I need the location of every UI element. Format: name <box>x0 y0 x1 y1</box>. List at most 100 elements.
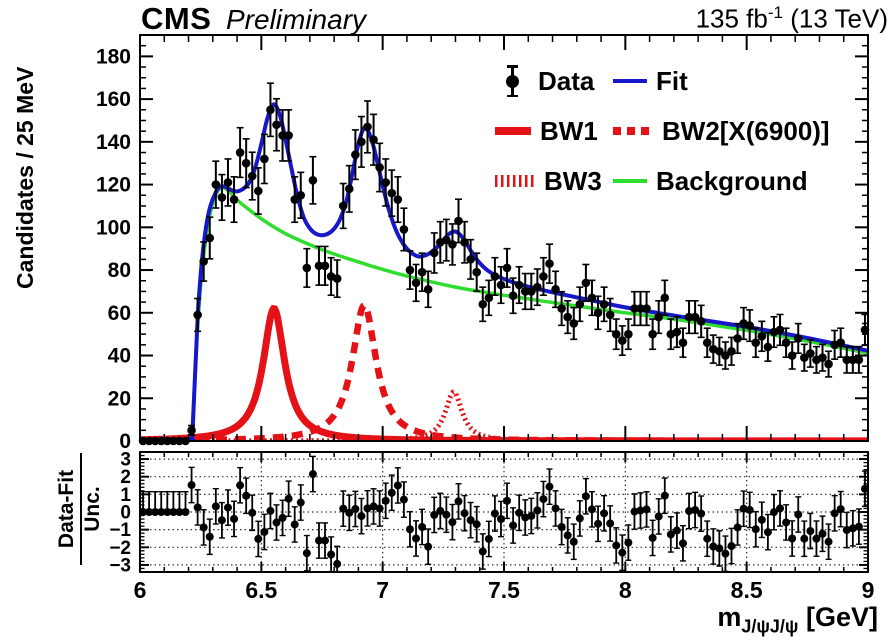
data-point <box>369 135 378 145</box>
legend-item-background: Background <box>613 158 830 204</box>
data-point <box>454 216 463 226</box>
data-point <box>618 336 627 345</box>
x-title-base: m <box>717 602 742 632</box>
data-point <box>569 319 579 328</box>
ratio-point <box>412 534 421 543</box>
ratio-point <box>800 534 809 543</box>
main-y-tick-label: 40 <box>108 345 131 368</box>
data-marker-icon <box>495 62 529 100</box>
data-point <box>557 304 566 313</box>
ratio-point <box>763 528 772 537</box>
data-point <box>551 284 560 294</box>
main-y-tick-label: 100 <box>96 216 131 239</box>
data-point <box>860 325 870 335</box>
data-point <box>345 184 354 194</box>
ratio-point <box>503 496 512 505</box>
data-point <box>205 233 215 243</box>
data-point <box>150 436 160 446</box>
ratio-point <box>357 512 366 521</box>
ratio-point <box>587 505 596 514</box>
data-point <box>351 150 360 159</box>
main-y-tick-label: 140 <box>96 131 131 154</box>
ratio-point <box>175 508 184 516</box>
data-point <box>775 325 785 335</box>
ratio-point <box>484 534 493 543</box>
ratio-point <box>393 481 402 490</box>
data-point <box>211 180 221 189</box>
luminosity-energy-label: 135 fb-1 (13 TeV) <box>696 3 888 35</box>
legend-label-fit: Fit <box>656 65 688 96</box>
data-point <box>733 334 742 343</box>
data-point <box>848 355 858 365</box>
ratio-point <box>636 506 645 515</box>
data-point <box>508 291 518 300</box>
x-title-subscript: J/ψJ/ψ <box>741 616 799 637</box>
data-point <box>715 346 724 356</box>
ratio-point <box>211 502 220 511</box>
data-point <box>217 193 227 202</box>
data-point <box>648 329 657 339</box>
ratio-point <box>424 542 433 551</box>
data-point <box>533 282 542 292</box>
legend-label-bw2: BW2[X(6900)] <box>662 115 830 146</box>
data-point <box>138 436 148 446</box>
ratio-point <box>697 509 706 518</box>
ratio-point <box>751 525 760 534</box>
ratio-point <box>757 515 766 524</box>
data-point <box>575 299 585 309</box>
x-title-unit: [GeV] <box>798 602 878 632</box>
data-point <box>290 195 300 204</box>
ratio-y-tick-label: −1 <box>109 520 131 541</box>
data-point <box>842 355 852 365</box>
data-point <box>563 312 572 322</box>
ratio-point <box>776 504 785 513</box>
data-point <box>527 287 536 296</box>
data-point <box>539 272 548 281</box>
main-y-axis-title: Candidates / 25 MeV <box>12 66 38 289</box>
ratio-point <box>205 532 214 541</box>
data-point <box>442 235 451 245</box>
ratio-point <box>515 508 524 517</box>
data-series <box>138 82 870 446</box>
ratio-point <box>387 488 396 497</box>
legend-label-bw3: BW3 <box>544 165 602 196</box>
main-y-tick-label: 160 <box>96 88 131 111</box>
main-y-tick-label: 0 <box>119 430 131 453</box>
ratio-point <box>648 533 657 542</box>
ratio-point <box>642 505 651 514</box>
ratio-point <box>709 542 718 551</box>
ratio-point <box>266 506 275 515</box>
data-point <box>636 304 645 313</box>
ratio-point <box>193 503 202 512</box>
ratio-point <box>600 509 609 518</box>
data-point <box>502 263 512 273</box>
data-point <box>727 346 736 356</box>
ratio-point <box>242 491 251 500</box>
ratio-point <box>496 515 505 524</box>
ratio-point <box>721 549 730 558</box>
data-point <box>787 351 797 360</box>
data-point <box>163 436 172 446</box>
data-point <box>429 248 439 258</box>
ratio-point <box>769 508 778 517</box>
ratio-point <box>685 507 694 516</box>
ratio-point <box>351 504 360 513</box>
ratio-point <box>314 536 323 545</box>
ratio-point <box>248 508 257 517</box>
x-axis-title: mJ/ψJ/ψ [GeV] <box>717 602 878 637</box>
ratio-point <box>745 505 754 514</box>
legend-item-bw1: BW1 <box>495 108 613 154</box>
ratio-point <box>217 516 226 525</box>
data-point <box>296 190 306 200</box>
ratio-point <box>478 547 487 556</box>
data-point <box>223 178 233 187</box>
fit-line-icon <box>613 78 647 84</box>
ratio-point <box>842 526 851 535</box>
ratio-point <box>860 484 869 493</box>
ratio-point <box>460 509 469 518</box>
legend-label-bw1: BW1 <box>540 115 598 146</box>
ratio-point <box>794 510 803 519</box>
data-point <box>490 272 500 281</box>
data-point <box>253 186 263 196</box>
